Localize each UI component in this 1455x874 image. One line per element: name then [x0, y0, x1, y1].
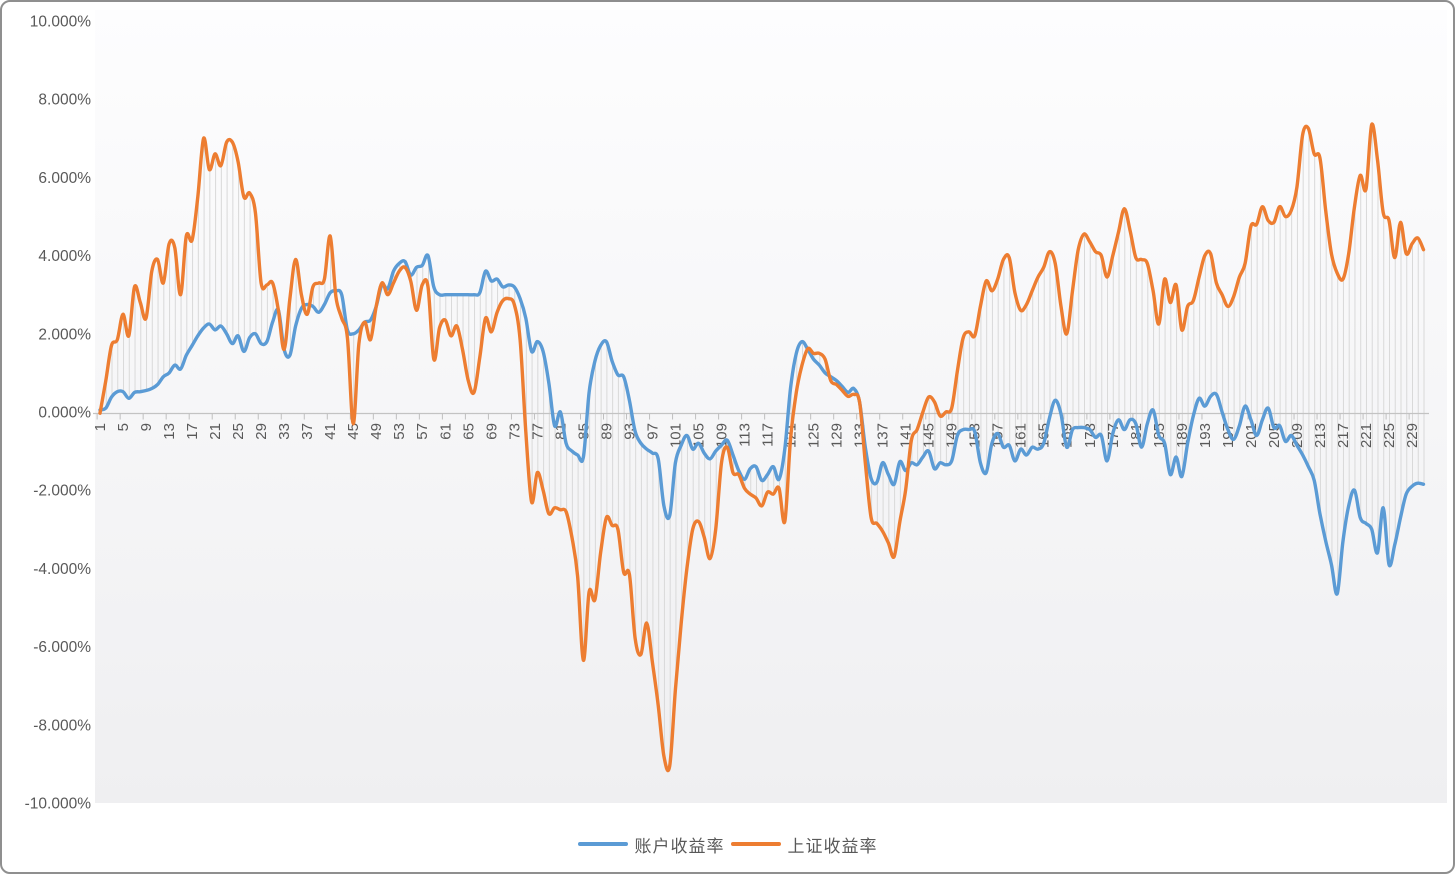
x-axis-tick-label: 49	[368, 423, 385, 440]
x-axis-tick-label: 221	[1358, 423, 1375, 448]
x-axis-tick-label: 113	[736, 423, 753, 447]
x-axis-tick-label: 193	[1197, 423, 1214, 448]
x-axis-tick-label: 117	[760, 423, 777, 447]
x-axis-tick-label: 5	[115, 423, 132, 431]
x-axis-tick-label: 1	[92, 423, 109, 431]
series-line-sse-return	[98, 122, 1426, 773]
x-axis-tick-label: 77	[529, 423, 546, 440]
x-axis-tick-label: 33	[276, 423, 293, 440]
x-axis-tick-label: 29	[253, 423, 270, 440]
y-axis-tick-label: 4.000%	[38, 248, 91, 265]
legend-line-marker	[730, 842, 781, 846]
x-axis-tick-label: 57	[414, 423, 431, 440]
y-axis-labels: 10.000% 8.000% 6.000% 4.000% 2.000% 0.000% -2.…	[25, 14, 92, 813]
x-axis-tick-label: 37	[299, 423, 316, 440]
x-axis-tick-label: 217	[1335, 423, 1352, 448]
x-axis-tick-label: 89	[598, 423, 615, 440]
legend-label: 账户收益率	[634, 836, 725, 856]
x-axis-tick-label: 65	[460, 423, 477, 440]
y-axis-tick-label: 8.000%	[38, 92, 91, 109]
x-axis-tick-label: 13	[161, 423, 178, 440]
x-axis-tick-label: 41	[322, 423, 339, 440]
x-axis-tick-label: 101	[667, 423, 684, 448]
y-axis-tick-label: 0.000%	[38, 405, 91, 422]
x-axis-tick-label: 161	[1013, 423, 1030, 448]
x-axis-tick-label: 197	[1220, 423, 1237, 448]
series-line-account-return	[98, 253, 1426, 596]
chart-legend: 账户收益率 上证收益率	[0, 831, 1455, 857]
x-axis-tick-label: 17	[184, 423, 201, 440]
legend-line-marker	[577, 842, 628, 846]
x-axis-tick-label: 73	[506, 423, 523, 440]
y-axis-tick-label: -10.000%	[25, 796, 92, 813]
x-axis-tick-label: 209	[1289, 423, 1306, 448]
legend-item-account-return[interactable]: 账户收益率	[577, 832, 725, 857]
x-axis-tick-label: 45	[345, 423, 362, 440]
x-axis-tick-label: 125	[806, 423, 823, 448]
y-axis-tick-label: -8.000%	[33, 717, 91, 734]
y-axis-tick-label: 10.000%	[30, 14, 91, 31]
x-axis-tick-label: 229	[1404, 423, 1421, 448]
x-axis-tick-label: 201	[1243, 423, 1260, 448]
x-axis-tick-label: 145	[921, 423, 938, 448]
x-axis-tick-label: 213	[1312, 423, 1329, 448]
x-axis-tick-label: 9	[138, 423, 155, 431]
y-axis-tick-label: -6.000%	[33, 639, 91, 656]
legend-item-sse-return[interactable]: 上证收益率	[730, 832, 878, 857]
x-axis-tick-label: 85	[575, 423, 592, 440]
x-axis-tick-label: 21	[207, 423, 224, 440]
x-axis-tick-label: 61	[437, 423, 454, 440]
x-axis-tick-label: 105	[690, 423, 707, 448]
x-axis-tick-label: 97	[644, 423, 661, 440]
y-axis-tick-label: 2.000%	[38, 326, 91, 343]
x-axis-tick-label: 129	[829, 423, 846, 448]
x-axis-tick-label: 53	[391, 423, 408, 440]
x-axis-tick-label: 137	[875, 423, 892, 448]
y-axis-tick-label: -4.000%	[33, 561, 91, 578]
x-axis-tick-label: 225	[1381, 423, 1398, 448]
x-axis-tick-label: 69	[483, 423, 500, 440]
x-axis-tick-label: 25	[230, 423, 247, 440]
x-axis-tick-label: 205	[1266, 423, 1283, 448]
legend-label: 上证收益率	[787, 836, 878, 856]
y-axis-tick-label: 6.000%	[38, 170, 91, 187]
y-axis-tick-label: -2.000%	[33, 483, 91, 500]
